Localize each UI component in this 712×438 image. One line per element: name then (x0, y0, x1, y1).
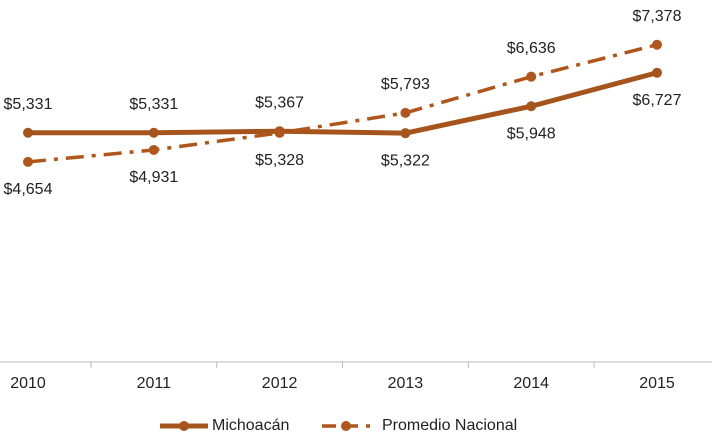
data-label: $4,654 (4, 181, 53, 198)
marker (23, 156, 33, 167)
marker (400, 128, 411, 139)
x-tick-label: 2012 (262, 375, 298, 392)
legend-marker (179, 421, 189, 431)
data-label: $5,328 (255, 152, 304, 169)
x-tick-label: 2014 (513, 375, 549, 392)
marker (652, 67, 662, 78)
data-label: $5,367 (255, 94, 304, 111)
marker (526, 101, 537, 112)
x-tick-label: 2010 (10, 375, 46, 392)
marker (148, 127, 159, 138)
data-label: $5,793 (381, 76, 430, 93)
data-label: $5,331 (129, 96, 178, 113)
data-label: $6,636 (507, 40, 556, 57)
x-tick-label: 2015 (639, 375, 675, 392)
x-tick-label: 2011 (137, 375, 172, 392)
series-line (27, 43, 658, 164)
data-label: $6,727 (633, 92, 682, 109)
marker (652, 39, 662, 50)
data-label: $7,378 (633, 8, 682, 25)
data-label: $5,322 (381, 152, 430, 169)
data-label: $4,931 (129, 169, 178, 186)
legend-label: Michoacán (212, 417, 289, 434)
marker (400, 107, 411, 118)
marker (23, 127, 33, 138)
data-label: $5,948 (507, 125, 556, 142)
marker (274, 127, 285, 138)
x-tick-label: 2013 (388, 375, 424, 392)
series-line (28, 70, 658, 136)
marker (526, 71, 537, 82)
legend-marker (341, 421, 351, 431)
legend-label: Promedio Nacional (382, 417, 517, 434)
data-label: $5,331 (4, 96, 53, 113)
marker (148, 144, 159, 155)
